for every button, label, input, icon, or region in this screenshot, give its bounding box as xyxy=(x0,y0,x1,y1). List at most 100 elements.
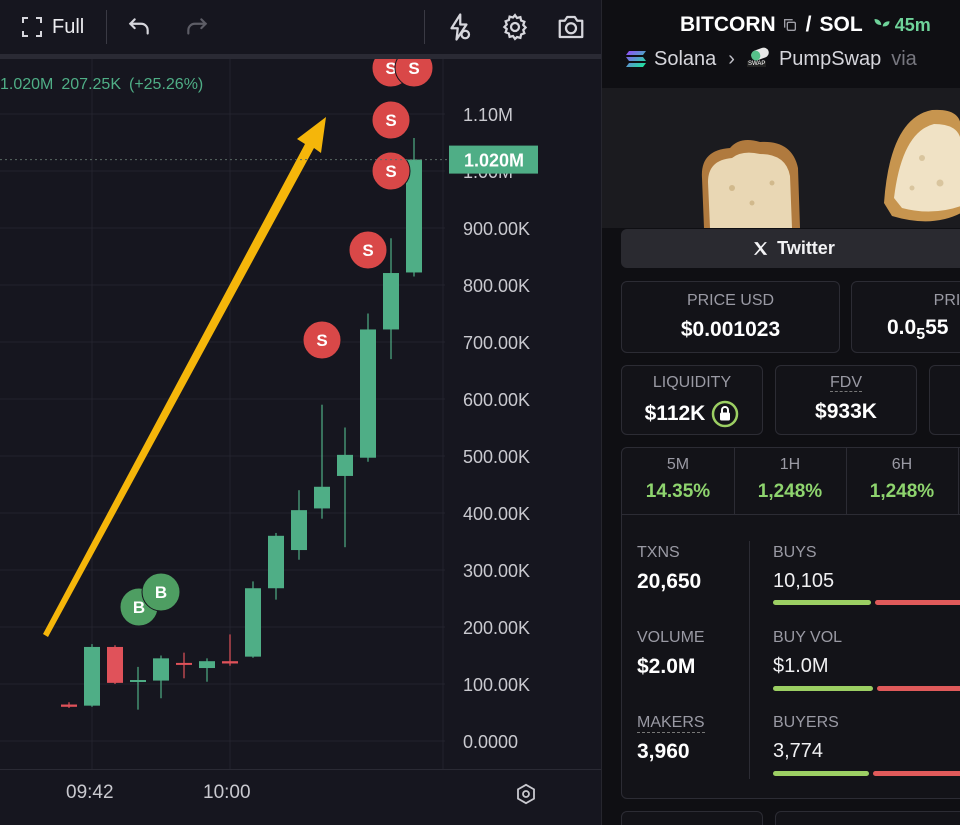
bread-loaf-right-icon xyxy=(884,109,960,222)
candle-body xyxy=(84,646,100,706)
current-price-label: 1.020M xyxy=(464,151,524,171)
candle-body xyxy=(176,662,192,665)
liquidity-value: $112K xyxy=(644,402,706,425)
redo-button[interactable] xyxy=(184,8,210,46)
liquidity-card: LIQUIDITY $112K xyxy=(621,365,763,435)
timeframe-tab-5m[interactable]: 5M 14.35% xyxy=(622,448,735,515)
fullscreen-button[interactable]: Full xyxy=(20,8,84,46)
sell-marker xyxy=(371,100,411,140)
time-tick: 09:42 xyxy=(66,782,114,803)
buyers-ratio-bar-green xyxy=(773,771,869,776)
copy-icon[interactable] xyxy=(782,17,798,33)
timeframe-tab-6h[interactable]: 6H 1,248% xyxy=(846,448,959,515)
breadcrumb-chevron-icon: › xyxy=(728,47,735,70)
toolbar-separator xyxy=(0,54,601,59)
timeframe-tab-1h[interactable]: 1H 1,248% xyxy=(734,448,847,515)
time-tick: 10:00 xyxy=(203,782,251,803)
action-button[interactable] xyxy=(775,811,960,825)
price-tick-label: 600.00K xyxy=(463,390,530,410)
buy-marker-label: B xyxy=(133,598,145,617)
price-native-value: 0.0555 xyxy=(887,316,949,344)
buy-vol-value: $1.0M xyxy=(773,655,829,677)
candle-body xyxy=(222,661,238,664)
price-usd-label: PRICE USD xyxy=(686,292,775,309)
txns-label: TXNS xyxy=(637,544,680,561)
price-tick-label: 1.10M xyxy=(463,105,513,125)
token-info-pane: BITCORN / SOL 45m Solana › SWAP PumpSwap… xyxy=(601,0,960,825)
candle-body xyxy=(245,588,261,657)
price-tick-label: 300.00K xyxy=(463,561,530,581)
chart-settings-icon[interactable] xyxy=(514,782,538,806)
price-tick-label: 400.00K xyxy=(463,504,530,524)
fdv-card: FDV $933K xyxy=(775,365,917,435)
timeframe-tab-24h[interactable] xyxy=(958,448,960,515)
price-usd-value: $0.001023 xyxy=(680,318,781,341)
trend-arrow-drawing xyxy=(43,117,326,637)
chart-pane[interactable]: Full xyxy=(0,0,601,825)
sell-marker xyxy=(371,151,411,191)
token-banner-image xyxy=(602,88,960,228)
volume-value: $2.0M xyxy=(637,655,696,678)
makers-value: 3,960 xyxy=(637,740,690,763)
sell-marker-label: S xyxy=(408,59,419,78)
camera-icon xyxy=(558,15,584,39)
candle-body xyxy=(107,646,123,683)
route-breadcrumb: Solana › SWAP PumpSwap via xyxy=(624,44,917,74)
candle-body xyxy=(360,329,376,458)
gear-icon xyxy=(502,13,528,41)
screenshot-button[interactable] xyxy=(555,8,587,46)
volume-label: VOLUME xyxy=(637,629,705,646)
candle-body xyxy=(61,704,77,707)
toolbar-divider xyxy=(106,10,107,44)
price-tick-label: 100.00K xyxy=(463,675,530,695)
x-logo-icon xyxy=(754,242,768,255)
txns-value: 20,650 xyxy=(637,570,702,593)
time-axis[interactable]: 09:42 10:00 xyxy=(0,769,601,825)
sell-marker-label: S xyxy=(316,331,327,350)
candle-body xyxy=(268,535,284,589)
sell-marker-label: S xyxy=(385,111,396,130)
route-via: via xyxy=(891,47,917,70)
toolbar-divider xyxy=(424,10,425,44)
chart-toolbar: Full xyxy=(0,0,601,54)
dex-link[interactable]: PumpSwap xyxy=(778,47,882,70)
price-tick-label: 900.00K xyxy=(463,219,530,239)
price-tick-label: 200.00K xyxy=(463,618,530,638)
sell-marker-label: S xyxy=(385,162,396,181)
stats-panel: 5M 14.35% 1H 1,248% 6H 1,248% TXNS 20,65… xyxy=(621,447,960,799)
price-tick-label: 800.00K xyxy=(463,276,530,296)
sell-marker xyxy=(302,320,342,360)
buys-ratio-bar-red xyxy=(875,600,960,605)
fullscreen-icon xyxy=(22,17,42,37)
fullscreen-label: Full xyxy=(52,15,85,38)
twitter-button[interactable]: Twitter xyxy=(621,229,960,268)
ohlc-change-pct: (+25.26%) xyxy=(128,76,204,93)
current-price-badge xyxy=(449,145,538,174)
settings-button[interactable] xyxy=(500,8,530,46)
candle-body xyxy=(291,510,307,551)
buys-value: 10,105 xyxy=(773,570,835,592)
ohlc-change: 207.25K xyxy=(61,76,121,93)
candle-body xyxy=(406,159,422,273)
price-usd-card: PRICE USD $0.001023 xyxy=(621,281,840,353)
undo-button[interactable] xyxy=(126,8,152,46)
pair-age: 45m xyxy=(894,14,931,35)
price-native-label: PRI xyxy=(933,292,960,309)
buy-vol-label: BUY VOL xyxy=(773,629,843,646)
indicators-button[interactable] xyxy=(444,8,474,46)
redo-icon xyxy=(187,18,208,35)
action-button[interactable] xyxy=(621,811,763,825)
bread-loaf-left-icon xyxy=(701,140,800,228)
twitter-label: Twitter xyxy=(777,238,835,258)
market-cap-card xyxy=(929,365,960,435)
pair-quote-symbol: SOL xyxy=(819,13,863,36)
candle-body xyxy=(314,486,330,509)
price-tick-label: 500.00K xyxy=(463,447,530,467)
fdv-value: $933K xyxy=(815,400,877,423)
buyers-value: 3,774 xyxy=(773,740,824,762)
chain-link[interactable]: Solana xyxy=(654,47,717,70)
buy-vol-ratio-bar-green xyxy=(773,686,873,691)
ohlc-legend: 1.020M 207.25K (+25.26%) xyxy=(0,76,211,94)
